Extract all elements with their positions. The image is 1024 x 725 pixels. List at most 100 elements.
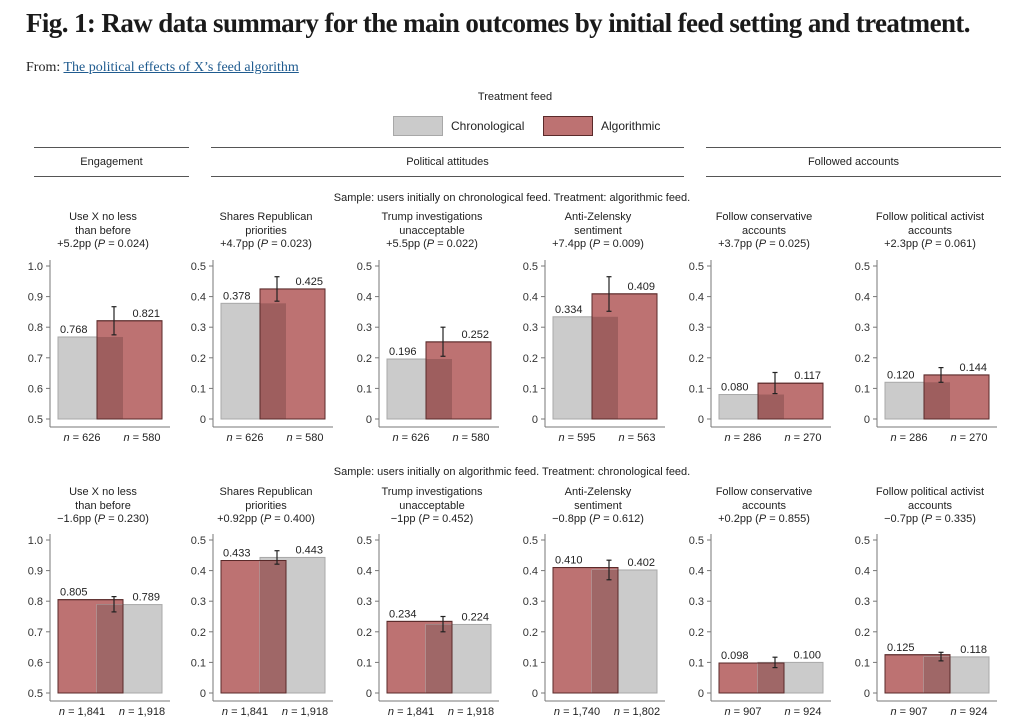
y-tick-label: 0.3: [855, 322, 870, 334]
y-tick-label: 0.4: [357, 566, 372, 578]
y-tick-label: 0.9: [28, 292, 43, 304]
legend-title: Treatment feed: [477, 91, 553, 103]
y-tick-label: 0.8: [28, 322, 43, 334]
panel-title-line: priorities: [245, 224, 287, 237]
y-tick-label: 0.3: [357, 322, 372, 334]
panel-effect: −1pp (P = 0.452): [390, 513, 474, 525]
y-tick-label: 0.5: [689, 535, 704, 547]
y-tick-label: 0.3: [689, 596, 704, 608]
bar-value-label: 0.789: [132, 592, 160, 604]
panel-title: Follow conservative accounts +0.2pp (P = 0…: [684, 486, 844, 527]
sample-size-label: n = 626: [392, 432, 429, 444]
panel-2-4: 0 0.1 0.2 0.3 0.4 0.5 0.410 0.402 n = 1,740 n = 1…: [523, 534, 665, 718]
y-tick-label: 0.5: [357, 535, 372, 547]
sample-size-label: n = 1,802: [614, 706, 660, 718]
y-tick-label: 0.3: [855, 596, 870, 608]
group-header-engagement: Engagement: [34, 147, 189, 177]
bar-value-label: 0.805: [60, 587, 88, 599]
y-tick-label: 0.5: [523, 535, 538, 547]
bar-value-label: 0.144: [959, 362, 987, 374]
y-tick-label: 0.1: [855, 383, 870, 395]
sample-size-label: n = 907: [890, 706, 927, 718]
sample-size-label: n = 1,918: [119, 706, 165, 718]
panel-title-line: accounts: [741, 224, 787, 237]
y-tick-label: 0: [532, 688, 538, 700]
from-label: From:: [26, 60, 61, 75]
bar-outline-algorithmic: [425, 341, 492, 420]
bar-overlap: [758, 394, 784, 419]
panel-1-6: 0 0.1 0.2 0.3 0.4 0.5 0.120 0.144 n = 286 n = 270: [855, 260, 997, 444]
y-tick-label: 0.1: [523, 383, 538, 395]
group-header-political-attitudes: Political attitudes: [211, 147, 684, 177]
bar-value-label: 0.080: [721, 382, 749, 394]
y-tick-label: 0.6: [28, 657, 43, 669]
bar-overlap: [97, 604, 123, 693]
sample-size-label: n = 580: [123, 432, 160, 444]
y-tick-label: 0.4: [689, 292, 704, 304]
source-article-link[interactable]: The political effects of X’s feed algori…: [63, 60, 299, 75]
y-tick-label: 0: [200, 414, 206, 426]
y-tick-label: 0.1: [689, 383, 704, 395]
panel-title-line: Shares Republican: [219, 486, 313, 498]
bar-overlap: [592, 316, 618, 419]
y-tick-label: 0.3: [689, 322, 704, 334]
y-tick-label: 0.1: [357, 383, 372, 395]
y-tick-label: 0.4: [523, 292, 538, 304]
panel-title: Shares Republican priorities +0.92pp (P = …: [186, 486, 346, 527]
bar-overlap: [924, 382, 950, 419]
panel-title: Anti-Zelensky sentiment +7.4pp (P = 0.009): [518, 211, 678, 252]
panel-title-line: unacceptable: [399, 499, 465, 512]
bar-value-label: 0.224: [461, 611, 489, 623]
y-tick-label: 0: [864, 414, 870, 426]
sample-size-label: n = 1,918: [448, 706, 494, 718]
panel-title: Follow conservative accounts +3.7pp (P = 0…: [684, 211, 844, 252]
sample-size-label: n = 626: [63, 432, 100, 444]
y-tick-label: 0.4: [191, 292, 206, 304]
sample-label-row-1: Sample: users initially on chronological…: [333, 192, 691, 204]
bar-overlap: [592, 569, 618, 693]
sample-size-label: n = 1,841: [222, 706, 268, 718]
bar-outline-algorithmic: [386, 620, 453, 694]
bar-overlap: [97, 336, 123, 419]
panel-title: Follow political activist accounts −0.7pp …: [850, 486, 1010, 527]
sample-size-label: n = 626: [226, 432, 263, 444]
panel-effect: +5.5pp (P = 0.022): [386, 238, 478, 250]
sample-size-label: n = 270: [950, 432, 987, 444]
legend-item-chronological: Chronological: [393, 115, 524, 137]
bar-value-label: 0.196: [389, 346, 417, 358]
bar-value-label: 0.118: [960, 644, 987, 656]
panel-2-6: 0 0.1 0.2 0.3 0.4 0.5 0.125 0.118 n = 907 n = 924: [855, 534, 997, 718]
y-tick-label: 0.2: [357, 627, 372, 639]
panel-1-3: 0 0.1 0.2 0.3 0.4 0.5 0.196 0.252 n = 626 n = 580: [357, 260, 499, 444]
panel-title-line: priorities: [245, 499, 287, 512]
y-tick-label: 0.2: [689, 627, 704, 639]
panel-title-line: unacceptable: [399, 224, 465, 237]
sample-size-label: n = 286: [890, 432, 927, 444]
panel-2-2: 0 0.1 0.2 0.3 0.4 0.5 0.433 0.443 n = 1,841 n = 1…: [191, 534, 333, 718]
y-tick-label: 0.1: [855, 657, 870, 669]
legend-label-algorithmic: Algorithmic: [601, 119, 661, 133]
bar-value-label: 0.409: [627, 281, 655, 293]
y-tick-label: 0.6: [28, 383, 43, 395]
y-tick-label: 0.5: [855, 535, 870, 547]
y-tick-label: 0: [366, 688, 372, 700]
panel-title-line: Trump investigations: [381, 211, 483, 223]
panel-1-4: 0 0.1 0.2 0.3 0.4 0.5 0.334 0.409 n = 595 n = 563: [523, 260, 665, 444]
panel-1-1: 0.5 0.6 0.7 0.8 0.9 1.0 0.768 0.821 n = 626 n = 5…: [28, 260, 170, 444]
source-line: From: The political effects of X’s feed …: [26, 60, 299, 76]
y-tick-label: 0: [698, 688, 704, 700]
panel-title: Trump investigations unacceptable −1pp (P …: [352, 486, 512, 527]
panel-2-3: 0 0.1 0.2 0.3 0.4 0.5 0.234 0.224 n = 1,841 n = 1…: [357, 534, 499, 718]
bar-overlap: [426, 359, 452, 419]
bar-outline-algorithmic: [259, 288, 326, 420]
bar-value-label: 0.433: [223, 548, 251, 560]
y-tick-label: 0.2: [855, 627, 870, 639]
panel-effect: −0.8pp (P = 0.612): [552, 513, 644, 525]
panel-effect: −0.7pp (P = 0.335): [884, 513, 976, 525]
figure-title: Fig. 1: Raw data summary for the main ou…: [26, 8, 971, 38]
y-tick-label: 0.2: [357, 353, 372, 365]
panel-title-line: accounts: [907, 224, 953, 237]
panel-title-line: Use X no less: [69, 486, 137, 498]
y-tick-label: 0.9: [28, 566, 43, 578]
bar-outline-algorithmic: [57, 599, 124, 694]
